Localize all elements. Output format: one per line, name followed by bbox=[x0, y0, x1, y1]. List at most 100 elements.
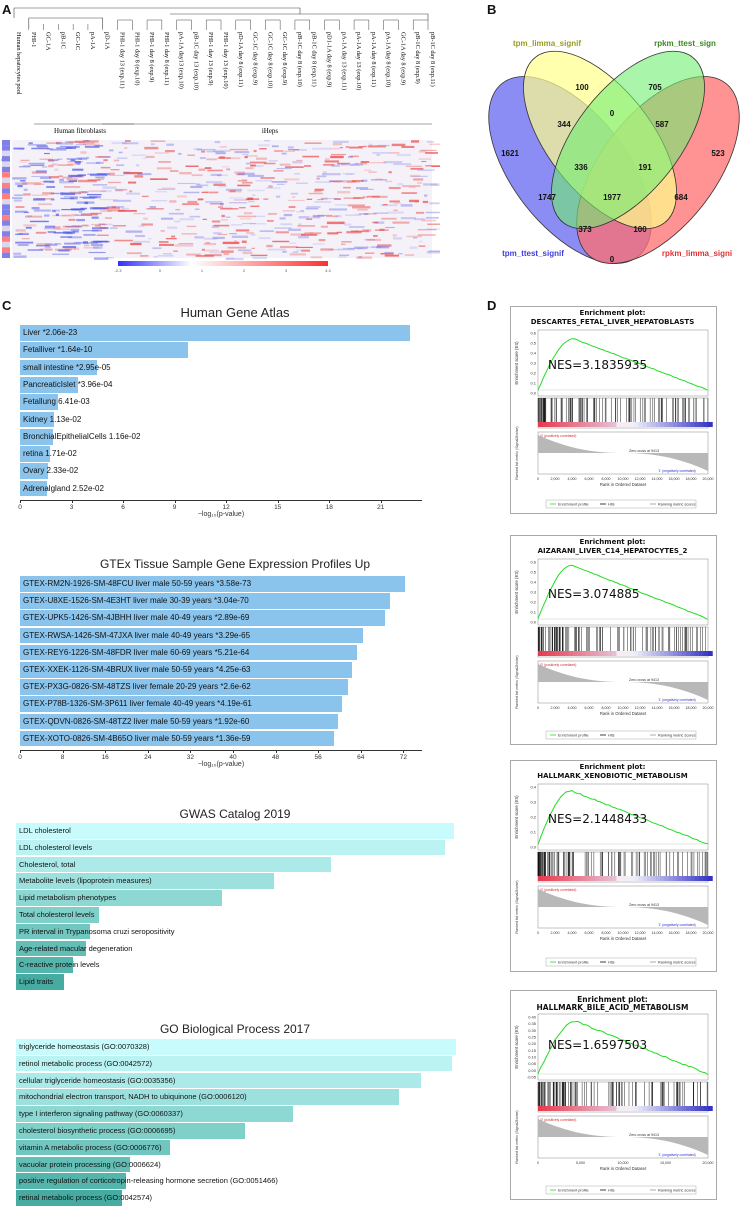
heatmap-cell bbox=[74, 140, 85, 143]
heatmap-cell bbox=[377, 144, 390, 147]
heatmap-cell bbox=[367, 195, 380, 198]
chart-bar bbox=[16, 940, 87, 957]
column-label: PHI-1 day 13 (exp.10) bbox=[222, 32, 229, 89]
heatmap-cell bbox=[380, 204, 398, 207]
bar-label: mitochondrial electron transport, NADH t… bbox=[19, 1092, 247, 1102]
heatmap-cell bbox=[52, 210, 56, 213]
heatmap-cell bbox=[23, 188, 28, 191]
heatmap-cell bbox=[221, 166, 229, 168]
bar-label: retinal metabolic process (GO:0042574) bbox=[19, 1193, 152, 1203]
heatmap-cell bbox=[60, 192, 76, 196]
column-label: pD-1A bbox=[104, 32, 111, 50]
heatmap-cell bbox=[242, 251, 253, 255]
rank-strip-segment bbox=[646, 1106, 652, 1111]
heatmap-cell bbox=[53, 226, 61, 229]
color-scale-bar: -2.3 0 1 2 3 4.3 bbox=[115, 261, 332, 273]
chart-bar bbox=[16, 907, 100, 923]
bar-label: PancreaticIslet *3.96e-04 bbox=[23, 379, 113, 389]
heatmap-cell bbox=[354, 213, 365, 215]
heatmap-cell bbox=[264, 140, 271, 142]
bar-label: Age-related macular degeneration bbox=[19, 943, 133, 953]
x-tick-label: 0 bbox=[537, 706, 539, 710]
heatmap-cell bbox=[297, 225, 316, 227]
heatmap-cell bbox=[289, 242, 297, 244]
heatmap-cell bbox=[168, 212, 184, 215]
rank-strip-segment bbox=[590, 422, 596, 427]
heatmap-cell bbox=[236, 173, 245, 176]
bar-label: cellular triglyceride homeostasis (GO:00… bbox=[19, 1075, 176, 1085]
heatmap-cell bbox=[289, 253, 306, 256]
rank-strip-segment bbox=[616, 1106, 622, 1111]
heatmap-cell bbox=[318, 239, 326, 242]
x-tick-label: 0 bbox=[18, 504, 22, 511]
heatmap-cell bbox=[421, 219, 437, 222]
heatmap-cell bbox=[373, 212, 389, 214]
rank-strip-segment bbox=[564, 876, 569, 881]
heatmap-cell bbox=[221, 207, 233, 210]
rank-strip-segment bbox=[607, 876, 613, 881]
column-label: pA-1A day 13 (exp.10) bbox=[355, 32, 362, 90]
gsea-plot-svg: 0.6 0.5 0.4 0.3 0.2 0.1 0.0 Enrichment score (E… bbox=[514, 329, 714, 509]
bar-label: Lipid metabolism phenotypes bbox=[19, 893, 117, 903]
x-tick-label: 10,000 bbox=[618, 477, 629, 481]
heatmap-cell bbox=[122, 142, 139, 145]
heatmap-cell bbox=[343, 223, 352, 226]
rank-strip-segment bbox=[599, 876, 604, 881]
heatmap-cell bbox=[364, 252, 375, 254]
heatmap-cell bbox=[209, 192, 219, 194]
rank-strip-segment bbox=[564, 1106, 569, 1111]
bar-label: triglyceride homeostasis (GO:0070328) bbox=[19, 1042, 150, 1051]
heatmap-cell bbox=[255, 157, 267, 160]
column-label: Human hepatocytes pool bbox=[15, 32, 22, 95]
heatmap-cell bbox=[157, 255, 174, 257]
bar-label: Kidney 1.13e-02 bbox=[23, 414, 82, 424]
heatmap-cell bbox=[91, 229, 103, 232]
chart-bar bbox=[16, 1106, 294, 1122]
rank-strip-segment bbox=[559, 876, 565, 881]
heatmap-cell bbox=[74, 161, 81, 164]
venn-count: 587 bbox=[655, 120, 669, 129]
heatmap-cell bbox=[69, 197, 78, 200]
heatmap-cell bbox=[335, 204, 348, 206]
heatmap-cell bbox=[339, 254, 350, 256]
heatmap-cell bbox=[358, 146, 367, 148]
heatmap-cell bbox=[58, 249, 70, 252]
heatmap-cell bbox=[401, 192, 417, 194]
rank-strip-segment bbox=[594, 876, 600, 881]
heatmap-cell bbox=[149, 206, 157, 209]
rank-strip-segment bbox=[690, 1106, 696, 1111]
venn-count: 191 bbox=[638, 163, 652, 172]
heatmap-cell bbox=[15, 241, 34, 244]
es-curve bbox=[537, 1020, 709, 1076]
bar-label: Cholesterol, total bbox=[19, 859, 76, 869]
heatmap-cell bbox=[176, 195, 187, 198]
dendro-branch bbox=[324, 19, 340, 24]
positive-label: '0' (positively correlated) bbox=[540, 888, 576, 892]
heatmap-cell bbox=[296, 211, 305, 213]
rank-strip-segment bbox=[603, 422, 609, 427]
heatmap-cell bbox=[97, 178, 105, 180]
x-axis-label: −log₁₀(p-value) bbox=[197, 511, 245, 518]
heatmap-cell bbox=[31, 171, 47, 174]
heatmap-cell bbox=[183, 191, 200, 194]
heatmap-cell bbox=[213, 232, 222, 235]
heatmap-cell bbox=[23, 224, 37, 227]
heatmap-cell bbox=[393, 163, 412, 166]
heatmap-cell bbox=[179, 218, 195, 221]
x-tick-label: 6 bbox=[121, 504, 125, 511]
rank-strip-segment bbox=[616, 422, 622, 427]
heatmap-cell bbox=[52, 215, 71, 217]
rank-y-label: Ranked list metric (Signal2Noise) bbox=[515, 1110, 519, 1163]
bar-label: GTEX-RWSA-1426-SM-47JXA liver male 40-49… bbox=[23, 630, 251, 640]
rank-strip-segment bbox=[612, 651, 617, 656]
heatmap-cell bbox=[14, 210, 28, 213]
venn-count: 705 bbox=[648, 83, 662, 92]
heatmap-cell bbox=[296, 249, 303, 252]
heatmap-cell bbox=[205, 242, 211, 244]
heatmap-cell bbox=[86, 242, 98, 244]
heatmap-cell bbox=[370, 179, 388, 181]
heatmap-cell bbox=[317, 199, 324, 201]
bar-label: PR interval in Trypanosoma cruzi seropos… bbox=[19, 926, 175, 936]
x-axis-tick bbox=[232, 750, 234, 753]
heatmap-cell bbox=[82, 143, 100, 145]
